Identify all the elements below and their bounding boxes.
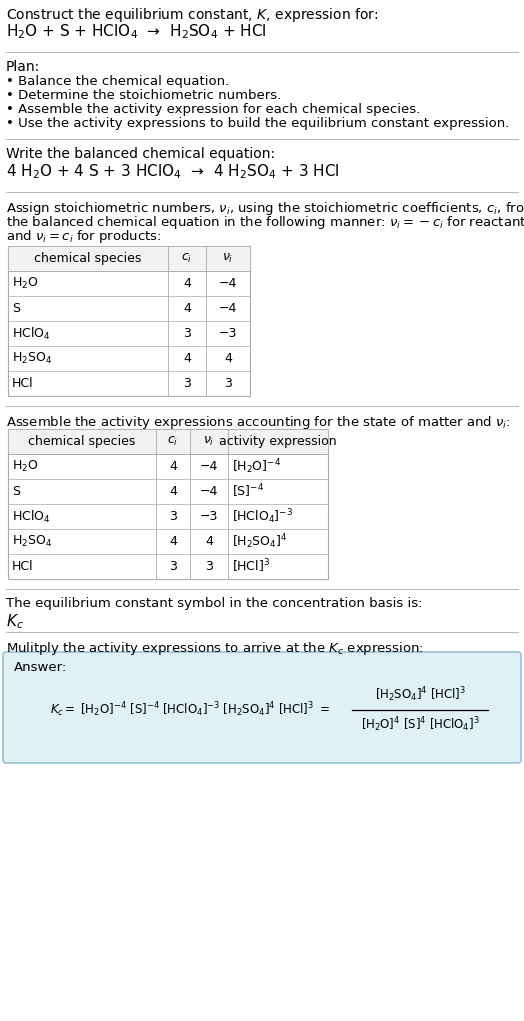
Text: [S]$^{-4}$: [S]$^{-4}$	[232, 483, 264, 500]
Text: H$_2$O: H$_2$O	[12, 459, 39, 474]
Text: Assemble the activity expressions accounting for the state of matter and $\nu_i$: Assemble the activity expressions accoun…	[6, 414, 511, 431]
Text: 3: 3	[205, 560, 213, 573]
Text: −4: −4	[219, 277, 237, 290]
Text: 3: 3	[169, 560, 177, 573]
Text: $\nu_i$: $\nu_i$	[203, 435, 215, 448]
Text: HCl: HCl	[12, 377, 34, 390]
Text: S: S	[12, 485, 20, 498]
Text: • Assemble the activity expression for each chemical species.: • Assemble the activity expression for e…	[6, 103, 420, 116]
Text: −4: −4	[200, 460, 218, 473]
Text: −3: −3	[219, 327, 237, 340]
Text: 4: 4	[169, 460, 177, 473]
Text: $c_i$: $c_i$	[181, 252, 193, 265]
Bar	[8, 246, 250, 271]
Text: Mulitply the activity expressions to arrive at the $K_c$ expression:: Mulitply the activity expressions to arr…	[6, 640, 424, 657]
Text: $c_i$: $c_i$	[167, 435, 179, 448]
Text: 4: 4	[183, 352, 191, 364]
Text: 4: 4	[169, 535, 177, 548]
Text: $K_c = $ [H$_2$O]$^{-4}$ [S]$^{-4}$ [HClO$_4$]$^{-3}$ [H$_2$SO$_4$]$^4$ [HCl]$^3: $K_c = $ [H$_2$O]$^{-4}$ [S]$^{-4}$ [HCl…	[50, 700, 330, 720]
Text: 4: 4	[183, 302, 191, 315]
Text: The equilibrium constant symbol in the concentration basis is:: The equilibrium constant symbol in the c…	[6, 597, 422, 610]
Text: 4: 4	[183, 277, 191, 290]
Text: −3: −3	[200, 510, 218, 523]
Text: activity expression: activity expression	[219, 435, 337, 448]
Text: Plan:: Plan:	[6, 60, 40, 74]
Text: 3: 3	[183, 327, 191, 340]
Text: chemical species: chemical species	[34, 252, 141, 265]
Text: HClO$_4$: HClO$_4$	[12, 326, 50, 342]
Text: H$_2$SO$_4$: H$_2$SO$_4$	[12, 351, 52, 367]
Text: • Use the activity expressions to build the equilibrium constant expression.: • Use the activity expressions to build …	[6, 117, 509, 130]
Text: 3: 3	[224, 377, 232, 390]
Text: [HClO$_4$]$^{-3}$: [HClO$_4$]$^{-3}$	[232, 507, 293, 526]
Text: HClO$_4$: HClO$_4$	[12, 508, 50, 525]
FancyBboxPatch shape	[3, 652, 521, 763]
Text: HCl: HCl	[12, 560, 34, 573]
Text: [HCl]$^3$: [HCl]$^3$	[232, 557, 270, 575]
Text: $K_c$: $K_c$	[6, 612, 24, 631]
Text: −4: −4	[219, 302, 237, 315]
Text: [H$_2$SO$_4$]$^4$ [HCl]$^3$: [H$_2$SO$_4$]$^4$ [HCl]$^3$	[375, 686, 465, 704]
Text: and $\nu_i = c_i$ for products:: and $\nu_i = c_i$ for products:	[6, 228, 161, 245]
Text: Construct the equilibrium constant, $K$, expression for:: Construct the equilibrium constant, $K$,…	[6, 6, 378, 25]
Text: Answer:: Answer:	[14, 661, 67, 674]
Bar	[8, 429, 328, 454]
Text: −4: −4	[200, 485, 218, 498]
Text: H$_2$O: H$_2$O	[12, 276, 39, 291]
Text: 3: 3	[169, 510, 177, 523]
Text: chemical species: chemical species	[28, 435, 136, 448]
Text: 4: 4	[205, 535, 213, 548]
Text: Assign stoichiometric numbers, $\nu_i$, using the stoichiometric coefficients, $: Assign stoichiometric numbers, $\nu_i$, …	[6, 200, 524, 217]
Text: [H$_2$SO$_4$]$^4$: [H$_2$SO$_4$]$^4$	[232, 532, 288, 551]
Text: H$_2$SO$_4$: H$_2$SO$_4$	[12, 534, 52, 549]
Text: [H$_2$O]$^4$ [S]$^4$ [HClO$_4$]$^3$: [H$_2$O]$^4$ [S]$^4$ [HClO$_4$]$^3$	[361, 716, 479, 734]
Text: Write the balanced chemical equation:: Write the balanced chemical equation:	[6, 147, 275, 161]
Text: • Determine the stoichiometric numbers.: • Determine the stoichiometric numbers.	[6, 89, 281, 102]
Bar	[8, 246, 250, 396]
Bar	[8, 429, 328, 579]
Text: [H$_2$O]$^{-4}$: [H$_2$O]$^{-4}$	[232, 457, 281, 476]
Text: the balanced chemical equation in the following manner: $\nu_i = -c_i$ for react: the balanced chemical equation in the fo…	[6, 214, 524, 231]
Text: 3: 3	[183, 377, 191, 390]
Text: H$_2$O + S + HClO$_4$  →  H$_2$SO$_4$ + HCl: H$_2$O + S + HClO$_4$ → H$_2$SO$_4$ + HC…	[6, 22, 267, 41]
Text: $\nu_i$: $\nu_i$	[222, 252, 234, 265]
Text: • Balance the chemical equation.: • Balance the chemical equation.	[6, 75, 230, 88]
Text: 4: 4	[224, 352, 232, 364]
Text: 4 H$_2$O + 4 S + 3 HClO$_4$  →  4 H$_2$SO$_4$ + 3 HCl: 4 H$_2$O + 4 S + 3 HClO$_4$ → 4 H$_2$SO$…	[6, 162, 340, 181]
Text: S: S	[12, 302, 20, 315]
Text: 4: 4	[169, 485, 177, 498]
